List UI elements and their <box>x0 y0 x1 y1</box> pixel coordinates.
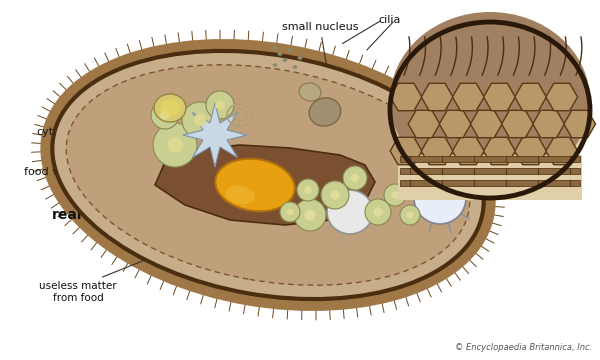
Ellipse shape <box>299 83 321 101</box>
Ellipse shape <box>287 48 292 52</box>
Ellipse shape <box>391 191 399 199</box>
Ellipse shape <box>304 186 312 194</box>
Ellipse shape <box>206 91 234 119</box>
Ellipse shape <box>283 58 287 62</box>
FancyBboxPatch shape <box>398 155 582 200</box>
Ellipse shape <box>327 190 373 234</box>
Text: useless matter
from food: useless matter from food <box>39 281 117 303</box>
Polygon shape <box>421 83 453 111</box>
Polygon shape <box>390 137 422 165</box>
Polygon shape <box>408 110 440 138</box>
Ellipse shape <box>151 101 179 129</box>
Ellipse shape <box>66 65 470 285</box>
Ellipse shape <box>280 202 300 222</box>
FancyBboxPatch shape <box>400 156 580 162</box>
Text: front: front <box>515 81 554 95</box>
Ellipse shape <box>298 56 302 60</box>
Text: food vacuole: food vacuole <box>24 111 173 177</box>
Polygon shape <box>484 137 515 165</box>
Polygon shape <box>452 137 484 165</box>
Ellipse shape <box>365 199 391 225</box>
Ellipse shape <box>40 39 496 311</box>
Polygon shape <box>515 137 547 165</box>
Polygon shape <box>484 83 515 111</box>
Polygon shape <box>546 137 578 165</box>
Ellipse shape <box>272 63 277 67</box>
FancyBboxPatch shape <box>400 168 580 174</box>
Ellipse shape <box>167 137 182 153</box>
Ellipse shape <box>160 99 180 117</box>
Polygon shape <box>564 110 596 138</box>
Text: mouth: mouth <box>319 113 366 244</box>
Ellipse shape <box>407 212 413 219</box>
Ellipse shape <box>321 181 349 209</box>
Ellipse shape <box>182 102 218 138</box>
Ellipse shape <box>384 184 406 206</box>
Ellipse shape <box>272 46 277 50</box>
Ellipse shape <box>292 65 298 69</box>
Polygon shape <box>502 110 533 138</box>
Ellipse shape <box>309 98 341 126</box>
Ellipse shape <box>351 174 359 182</box>
Text: large nucleus: large nucleus <box>164 72 254 197</box>
Ellipse shape <box>400 205 420 225</box>
Ellipse shape <box>343 166 367 190</box>
Ellipse shape <box>390 12 590 188</box>
Text: cytoplasm: cytoplasm <box>36 127 172 145</box>
Polygon shape <box>546 83 578 111</box>
Ellipse shape <box>215 159 295 211</box>
Polygon shape <box>421 137 453 165</box>
Polygon shape <box>533 110 565 138</box>
Ellipse shape <box>297 179 319 201</box>
Ellipse shape <box>304 210 316 221</box>
Polygon shape <box>470 110 502 138</box>
Ellipse shape <box>286 208 293 216</box>
Text: bacteria: bacteria <box>232 61 283 244</box>
Ellipse shape <box>154 94 186 122</box>
Text: © Encyclopaedia Britannica, Inc.: © Encyclopaedia Britannica, Inc. <box>455 343 592 352</box>
Polygon shape <box>390 83 422 111</box>
Polygon shape <box>515 83 547 111</box>
Ellipse shape <box>294 199 326 231</box>
Ellipse shape <box>330 190 340 200</box>
Text: small nucleus: small nucleus <box>282 22 358 212</box>
Polygon shape <box>439 110 471 138</box>
Ellipse shape <box>160 110 170 120</box>
Ellipse shape <box>373 207 383 217</box>
Ellipse shape <box>277 52 283 56</box>
Text: cilia: cilia <box>444 23 466 33</box>
Ellipse shape <box>414 172 466 224</box>
Polygon shape <box>155 145 375 225</box>
Ellipse shape <box>225 186 255 204</box>
Ellipse shape <box>215 100 225 110</box>
Text: contractile
vacuole: contractile vacuole <box>464 125 575 196</box>
FancyBboxPatch shape <box>400 180 580 186</box>
Ellipse shape <box>194 114 206 126</box>
Polygon shape <box>183 103 247 167</box>
Ellipse shape <box>390 22 590 198</box>
Text: cilia: cilia <box>379 15 401 25</box>
Ellipse shape <box>153 123 197 167</box>
Text: rear: rear <box>52 208 85 222</box>
Ellipse shape <box>52 51 484 299</box>
Polygon shape <box>452 83 484 111</box>
